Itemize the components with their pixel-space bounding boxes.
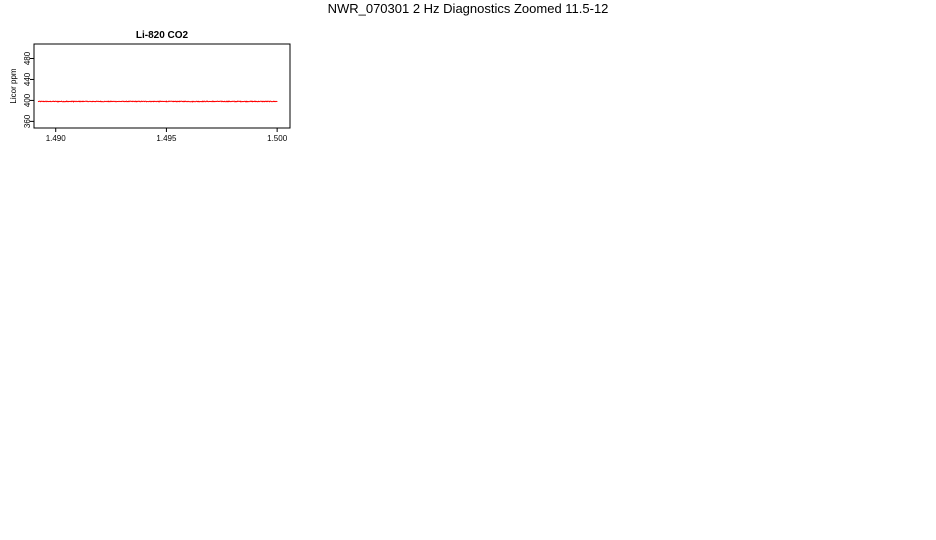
x-tick-label: 1.500 <box>267 134 288 143</box>
x-tick-label: 1.495 <box>156 134 177 143</box>
panel-li-820-co2: Li-820 CO2 1.490 1.495 1.500 360 400 440 480 Lic… <box>9 30 291 143</box>
panel-title: Li-820 CO2 <box>136 30 189 41</box>
y-tick-label: 480 <box>23 51 32 65</box>
series-line-co2 <box>37 100 278 103</box>
y-axis-label: Licor ppm <box>9 68 18 103</box>
x-tick-label: 1.490 <box>46 134 67 143</box>
y-tick-label: 360 <box>23 114 32 128</box>
plot-frame <box>33 43 291 129</box>
y-tick-label: 400 <box>23 93 32 107</box>
figure-title: NWR_070301 2 Hz Diagnostics Zoomed 11.5-… <box>327 1 609 16</box>
y-tick-label: 440 <box>23 72 32 86</box>
